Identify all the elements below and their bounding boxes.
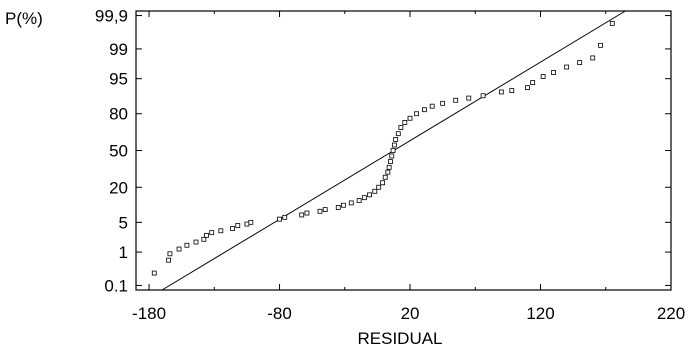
data-point bbox=[609, 20, 615, 26]
data-point bbox=[282, 214, 288, 220]
y-tick-label: 5 bbox=[119, 213, 128, 232]
data-point bbox=[356, 198, 362, 203]
data-point bbox=[389, 153, 395, 159]
data-point bbox=[388, 159, 393, 164]
data-point bbox=[361, 195, 367, 201]
data-point bbox=[176, 246, 182, 252]
data-point bbox=[244, 221, 250, 227]
x-tick-label: -180 bbox=[132, 304, 166, 323]
data-point bbox=[577, 60, 583, 65]
data-point bbox=[317, 208, 323, 214]
data-point bbox=[386, 164, 392, 170]
data-point bbox=[299, 212, 305, 218]
data-point bbox=[391, 142, 397, 148]
data-point bbox=[209, 230, 215, 236]
data-point bbox=[304, 210, 310, 216]
data-point bbox=[590, 55, 596, 61]
data-point bbox=[498, 89, 504, 95]
y-tick-label: 99 bbox=[109, 40, 128, 59]
data-point bbox=[235, 223, 241, 228]
data-point bbox=[218, 228, 224, 234]
data-point bbox=[151, 270, 157, 276]
y-tick-label: 95 bbox=[109, 70, 128, 89]
y-axis-title: P(%) bbox=[5, 9, 43, 28]
data-point bbox=[248, 219, 254, 225]
axis-ticks bbox=[136, 11, 672, 290]
data-point bbox=[348, 200, 354, 206]
data-point bbox=[407, 115, 413, 121]
x-tick-label: 20 bbox=[401, 304, 420, 323]
data-point bbox=[372, 188, 378, 194]
data-point bbox=[393, 137, 399, 142]
data-point bbox=[421, 107, 427, 113]
plot-frame bbox=[135, 10, 672, 291]
x-tick-labels: -180 -80 20 120 220 bbox=[132, 304, 685, 323]
data-point bbox=[277, 216, 282, 222]
data-point bbox=[398, 125, 404, 131]
data-point bbox=[201, 236, 207, 242]
y-tick-label: 80 bbox=[109, 105, 128, 124]
data-point bbox=[385, 169, 391, 175]
data-points bbox=[151, 20, 615, 276]
x-axis-title: RESIDUAL bbox=[357, 329, 442, 348]
data-point bbox=[184, 242, 190, 248]
data-point bbox=[167, 251, 173, 257]
x-tick-label: -80 bbox=[267, 304, 292, 323]
y-tick-label: 20 bbox=[109, 178, 128, 197]
data-point bbox=[341, 202, 346, 208]
data-point bbox=[322, 207, 328, 212]
y-tick-labels: 0.1 1 5 20 50 80 95 99 99,9 bbox=[95, 7, 128, 296]
data-point bbox=[335, 205, 341, 210]
data-point bbox=[551, 70, 556, 75]
data-point bbox=[166, 257, 172, 263]
x-tick-label: 220 bbox=[657, 304, 685, 323]
data-point bbox=[598, 42, 603, 48]
data-point bbox=[382, 174, 388, 180]
data-point bbox=[466, 95, 472, 101]
y-tick-label: 0.1 bbox=[104, 276, 128, 295]
data-point bbox=[480, 93, 486, 99]
data-point bbox=[390, 148, 396, 153]
data-point bbox=[380, 180, 386, 186]
data-point bbox=[525, 85, 530, 91]
data-point bbox=[204, 232, 209, 238]
data-point bbox=[367, 192, 372, 198]
data-point bbox=[429, 103, 435, 109]
y-tick-label: 99,9 bbox=[95, 7, 128, 26]
data-point bbox=[402, 120, 408, 125]
y-tick-label: 1 bbox=[119, 243, 128, 262]
data-point bbox=[193, 239, 199, 245]
data-point bbox=[540, 74, 546, 79]
y-tick-label: 50 bbox=[109, 142, 128, 161]
data-point bbox=[395, 131, 401, 137]
data-point bbox=[414, 111, 419, 117]
data-point bbox=[230, 226, 235, 231]
data-point bbox=[564, 64, 570, 70]
data-point bbox=[453, 97, 459, 103]
x-tick-label: 120 bbox=[526, 304, 554, 323]
data-point bbox=[530, 80, 536, 86]
data-point bbox=[440, 100, 446, 106]
data-point bbox=[509, 88, 515, 93]
data-point bbox=[376, 184, 382, 190]
